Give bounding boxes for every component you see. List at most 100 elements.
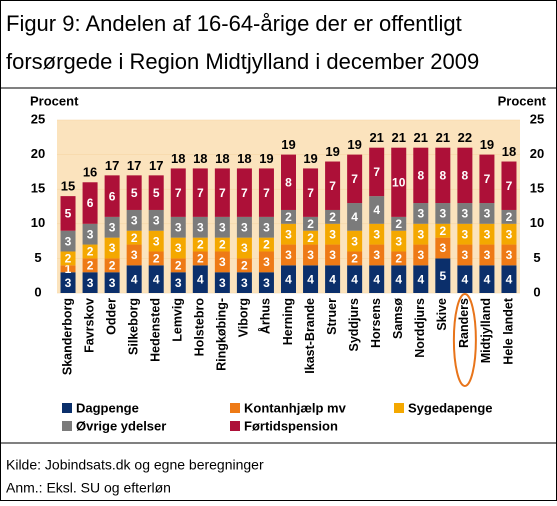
bar-segment: [170, 216, 186, 238]
value-label: 3: [373, 248, 380, 262]
value-label: 4: [307, 272, 314, 286]
x-tick-label: Odder: [104, 298, 118, 335]
value-label: 3: [351, 234, 358, 248]
value-label: 3: [439, 241, 446, 255]
x-tick-label: Struer: [325, 298, 339, 335]
x-tick-label: Holstebro: [193, 298, 207, 357]
y-tick-label: 15: [31, 181, 45, 196]
bar-segment: [126, 230, 142, 245]
x-tick-label: Syddjurs: [347, 298, 361, 352]
bar-segment: [325, 209, 341, 224]
bar-segment: [192, 237, 208, 252]
total-label: 15: [61, 179, 75, 194]
total-label: 19: [303, 151, 317, 166]
value-label: 5: [153, 186, 160, 200]
bar-segment: [82, 182, 98, 224]
value-label: 5: [65, 207, 72, 221]
x-tick-label: Hele landet: [501, 297, 515, 365]
value-label: 4: [462, 272, 469, 286]
bar-segment: [413, 203, 429, 224]
bar-segment: [501, 161, 517, 210]
value-label: 6: [109, 189, 116, 203]
bar-segment: [170, 237, 186, 259]
bar-segment: [325, 265, 341, 293]
y2-tick-label: 5: [533, 250, 540, 265]
bar-segment: [148, 251, 164, 266]
value-label: 3: [417, 248, 424, 262]
x-tick-label: Herning: [281, 298, 295, 345]
bar-segment: [347, 230, 363, 252]
bar-segment: [435, 258, 451, 293]
bar-segment: [170, 272, 186, 293]
y2-label: Procent: [498, 93, 547, 108]
bar-segment: [501, 265, 517, 293]
value-label: 3: [109, 220, 116, 234]
bar-segment: [236, 237, 252, 259]
bar-segment: [236, 258, 252, 273]
value-label: 3: [373, 227, 380, 241]
legend-label: Dagpenge: [76, 400, 139, 415]
bar-segment: [435, 147, 451, 204]
bar-segment: [457, 244, 473, 266]
y2-tick-label: 0: [533, 284, 540, 299]
value-label: 3: [131, 214, 138, 228]
highlight: [452, 293, 477, 387]
value-label: 3: [285, 248, 292, 262]
bar-segment: [126, 209, 142, 231]
x-tick-label: Favrskov: [82, 298, 96, 353]
value-label: 2: [307, 217, 314, 231]
bar-segment: [303, 168, 319, 217]
value-label: 3: [197, 220, 204, 234]
value-label: 3: [506, 227, 513, 241]
legend-swatch: [230, 403, 240, 413]
value-label: 3: [263, 220, 270, 234]
value-label: 3: [439, 207, 446, 221]
legend-label: Førtidspension: [244, 418, 338, 433]
value-label: 3: [484, 207, 491, 221]
bar-segment: [325, 244, 341, 266]
y-tick-label: 5: [34, 250, 41, 265]
value-label: 3: [241, 241, 248, 255]
bar-segment: [435, 203, 451, 224]
bar-segment: [104, 272, 120, 293]
bar-segment: [281, 244, 296, 266]
x-tick-label: Horsens: [369, 298, 383, 348]
value-label: 3: [65, 234, 72, 248]
legend-swatch: [394, 403, 404, 413]
total-label: 21: [436, 130, 450, 145]
bar-segment: [347, 154, 363, 204]
total-label: 17: [149, 158, 163, 173]
y2-tick-label: 25: [530, 111, 544, 126]
bar-segment: [236, 168, 252, 217]
total-label: 21: [369, 130, 383, 145]
value-label: 4: [373, 203, 380, 217]
bar-segment: [104, 258, 120, 273]
total-label: 19: [325, 144, 339, 159]
bar-segment: [281, 223, 296, 245]
value-label: 4: [197, 272, 204, 286]
value-label: 3: [175, 241, 182, 255]
value-label: 2: [439, 224, 446, 238]
bar-segment: [214, 237, 230, 252]
value-label: 4: [506, 272, 513, 286]
bar-segment: [391, 147, 407, 217]
value-label: 3: [329, 248, 336, 262]
value-label: 3: [109, 241, 116, 255]
legend-label: Sygedapenge: [408, 400, 493, 415]
bar-segment: [126, 265, 142, 293]
total-label: 18: [215, 151, 229, 166]
value-label: 3: [462, 248, 469, 262]
value-label: 4: [373, 272, 380, 286]
value-label: 2: [285, 210, 292, 224]
bar-segment: [303, 230, 319, 245]
total-label: 19: [480, 137, 494, 152]
chart-title: forsørgede i Region Midtjylland i decemb…: [6, 49, 479, 74]
value-label: 5: [131, 186, 138, 200]
bar-segment: [369, 147, 385, 197]
bar-segment: [501, 223, 517, 245]
value-label: 7: [197, 186, 204, 200]
value-label: 7: [373, 165, 380, 179]
bar-segment: [192, 216, 208, 238]
bar-segment: [391, 230, 407, 252]
value-label: 7: [219, 186, 226, 200]
